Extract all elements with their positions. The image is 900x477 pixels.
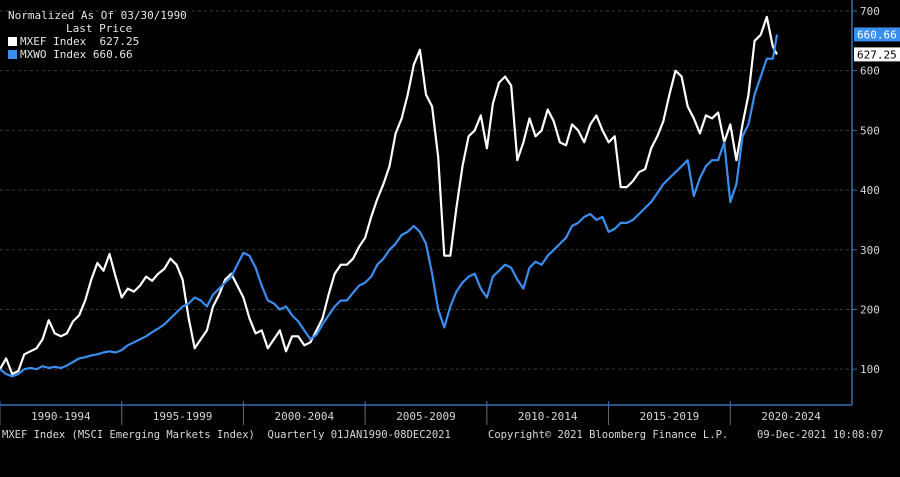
series-lines xyxy=(0,15,779,378)
y-axis: 100 200 300 400 500 600 700 xyxy=(851,0,880,405)
last-label-mxef: 627.25 xyxy=(854,47,900,62)
last-label-text-1: 660.66 xyxy=(857,28,897,41)
xtick-label-6: 2020-2024 xyxy=(761,410,821,423)
footer-bar: MXEF Index (MSCI Emerging Markets Index)… xyxy=(0,429,900,442)
ytick-label-600: 600 xyxy=(860,65,880,78)
last-label-box-0 xyxy=(854,47,900,62)
ytick-label-500: 500 xyxy=(860,124,880,137)
footer-copyright: Copyright© 2021 Bloomberg Finance L.P. xyxy=(488,429,729,441)
chart-subtitle: Last Price xyxy=(66,22,133,35)
ytick-label-300: 300 xyxy=(860,244,880,257)
xtick-label-3: 2005-2009 xyxy=(396,410,456,423)
legend-item-mxwo[interactable]: MXWO Index 660.66 xyxy=(8,48,187,61)
ytick-label-100: 100 xyxy=(860,363,880,376)
ytick-label-700: 700 xyxy=(860,5,880,18)
legend-title-row: Normalized As Of 03/30/1990 xyxy=(8,9,187,22)
legend-label-mxef: MXEF Index xyxy=(20,35,87,48)
xtick-label-0: 1990-1994 xyxy=(31,410,91,423)
footer-timestamp: 09-Dec-2021 10:08:07 xyxy=(757,429,884,441)
legend-label-mxwo: MXWO Index xyxy=(20,48,87,61)
legend-swatch-mxef xyxy=(8,37,17,46)
xtick-label-4: 2010-2014 xyxy=(518,410,578,423)
xtick-label-2: 2000-2004 xyxy=(274,410,334,423)
last-label-mxwo: 660.66 xyxy=(854,27,900,42)
legend: Normalized As Of 03/30/1990 Last Price M… xyxy=(8,9,187,61)
footer-description: MXEF Index (MSCI Emerging Markets Index)… xyxy=(2,429,451,441)
chart-title: Normalized As Of 03/30/1990 xyxy=(8,9,187,22)
chart-canvas: 1990-1994 1995-1999 2000-2004 2005-2009 2010… xyxy=(0,0,900,425)
ytick-label-400: 400 xyxy=(860,184,880,197)
last-value-labels: 627.25 660.66 xyxy=(854,27,900,62)
last-label-text-0: 627.25 xyxy=(857,48,897,61)
legend-value-mxwo: 660.66 xyxy=(92,48,133,61)
series-line-mxwo xyxy=(0,34,779,378)
xtick-label-5: 2015-2019 xyxy=(640,410,700,423)
ytick-label-200: 200 xyxy=(860,303,880,316)
xtick-label-1: 1995-1999 xyxy=(153,410,213,423)
legend-value-mxef: 627.25 xyxy=(99,35,140,48)
x-axis: 1990-1994 1995-1999 2000-2004 2005-2009 2010… xyxy=(0,401,852,425)
gridlines xyxy=(0,10,852,370)
legend-swatch-mxwo xyxy=(8,50,17,59)
legend-item-mxef[interactable]: MXEF Index 627.25 xyxy=(8,35,187,48)
legend-subtitle-row: Last Price xyxy=(8,22,187,35)
last-label-box-1 xyxy=(854,27,900,42)
series-line-mxef xyxy=(0,15,778,376)
